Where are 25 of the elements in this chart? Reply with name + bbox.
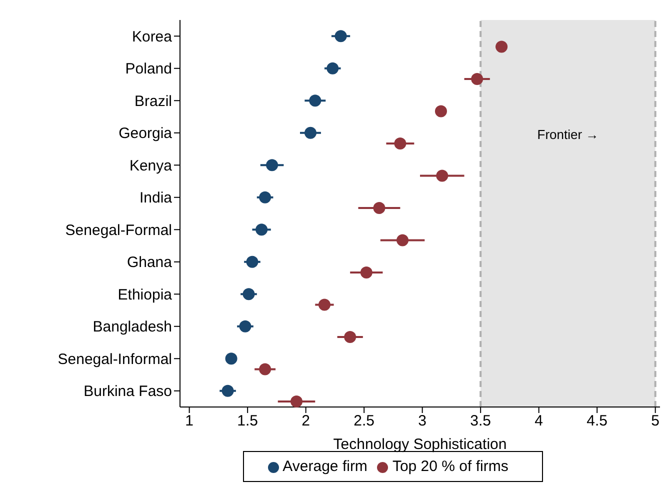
x-axis-title: Technology Sophistication [333, 436, 507, 453]
x-tick-label: 2.5 [354, 412, 375, 430]
y-tick-label: Burkina Faso [84, 383, 172, 400]
legend-label: Top 20 % of firms [392, 458, 508, 475]
x-tick-label: 3 [418, 412, 426, 430]
y-tick-label: Senegal-Informal [58, 350, 172, 368]
x-tick-label: 1.5 [237, 412, 258, 430]
y-tick-label: Senegal-Formal [65, 222, 172, 239]
y-tick-label: Georgia [118, 125, 173, 142]
y-tick-label: Ghana [126, 254, 173, 272]
x-tick-label: 4.5 [586, 412, 608, 430]
x-tick-label: 3.5 [470, 412, 492, 430]
band-label: Frontier → [537, 127, 599, 142]
y-tick-label: Korea [132, 28, 173, 46]
y-tick-label: Brazil [134, 92, 172, 110]
legend-label: Average firm [282, 458, 368, 475]
y-tick-label: Poland [125, 60, 172, 78]
y-tick-label: Bangladesh [92, 318, 172, 336]
x-tick-label: 1 [185, 412, 194, 430]
y-tick-label: Kenya [129, 157, 173, 174]
y-tick-label: Ethiopia [118, 286, 173, 304]
x-tick-label: 5 [651, 412, 660, 430]
y-tick-label: India [139, 190, 173, 207]
x-tick-label: 2 [302, 412, 310, 430]
x-tick-label: 4 [534, 412, 544, 430]
